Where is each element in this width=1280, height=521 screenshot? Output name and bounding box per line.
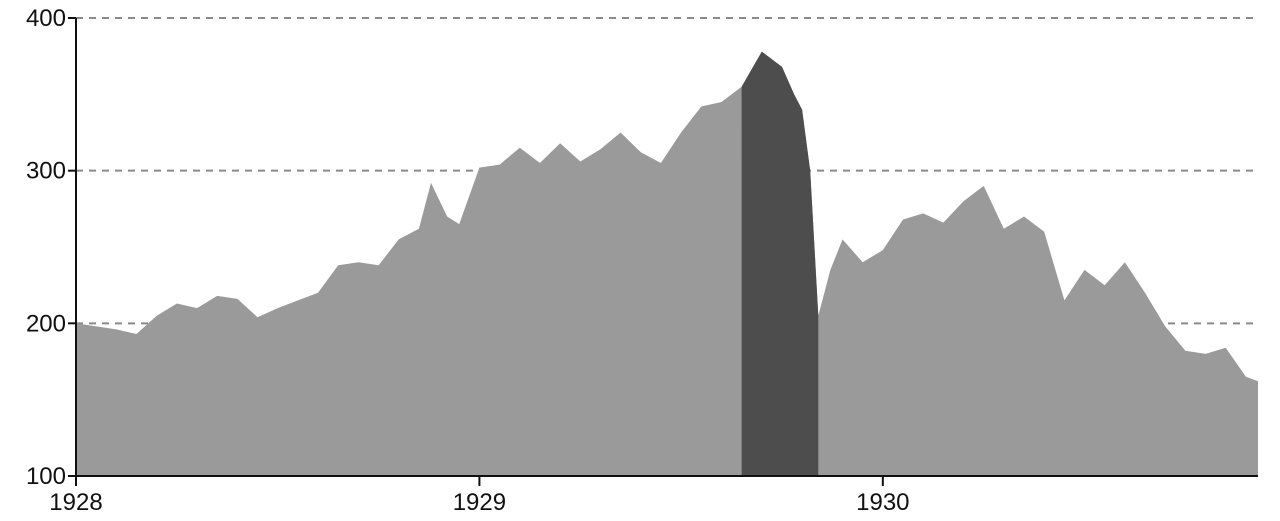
crash-highlight-area — [741, 51, 819, 476]
x-tick-label-1928: 1928 — [49, 489, 102, 516]
x-tick-label-1930: 1930 — [856, 489, 909, 516]
index-area — [76, 51, 1258, 476]
y-tick-label-100: 100 — [26, 463, 66, 490]
y-tick-label-200: 200 — [26, 310, 66, 337]
y-tick-label-400: 400 — [26, 5, 66, 32]
axes — [68, 17, 1258, 486]
x-tick-label-1929: 1929 — [453, 489, 506, 516]
tick-labels: 100 200 300 400 1928 1929 1930 — [26, 5, 910, 516]
plot-area — [76, 51, 1258, 476]
y-tick-label-300: 300 — [26, 158, 66, 185]
